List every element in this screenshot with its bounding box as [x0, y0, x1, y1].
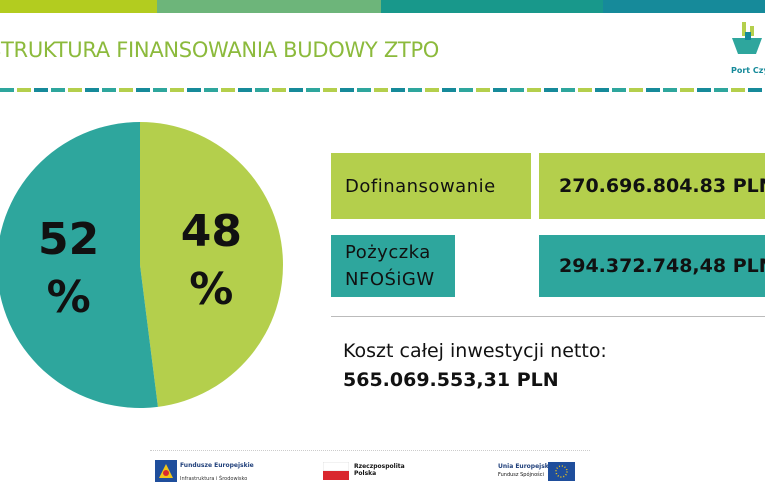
color-strip — [0, 0, 157, 13]
logo-text: Port Czystej — [731, 66, 765, 75]
divider — [0, 88, 765, 92]
logo-subtitle: Infrastruktura i Środowisko — [180, 476, 248, 482]
color-strip — [157, 0, 381, 13]
logo-title: Unia Europejska — [498, 463, 553, 470]
pie-slice — [0, 122, 158, 408]
color-strip — [603, 0, 765, 13]
eu-flag — [548, 462, 575, 481]
table-label: Pożyczka NFOŚiGW — [331, 235, 455, 297]
color-strip — [381, 0, 603, 13]
slice-label: 52 % — [38, 214, 100, 324]
slide-title: STRUKTURA FINANSOWANIA BUDOWY ZTPO — [0, 38, 440, 62]
logo-subtitle: Fundusz Spójności — [498, 472, 544, 478]
slice-label: 48 % — [180, 205, 242, 315]
pie-chart — [0, 122, 284, 408]
separator — [331, 316, 765, 317]
logo-title: Fundusze Europejskie — [180, 462, 254, 469]
pie-slice — [140, 122, 284, 407]
summary-label: Koszt całej inwestycji netto: — [343, 340, 607, 362]
table-value: 270.696.804.83 PLN — [539, 153, 765, 219]
logo-icon — [732, 22, 762, 54]
summary-value: 565.069.553,31 PLN — [343, 369, 559, 391]
fe-logo — [155, 460, 177, 482]
footer-line — [150, 450, 590, 451]
table-label: Dofinansowanie — [331, 153, 531, 219]
table-value: 294.372.748,48 PLN — [539, 235, 765, 297]
logo-title: Rzeczpospolita Polska — [354, 463, 405, 477]
pl-flag — [323, 462, 349, 480]
